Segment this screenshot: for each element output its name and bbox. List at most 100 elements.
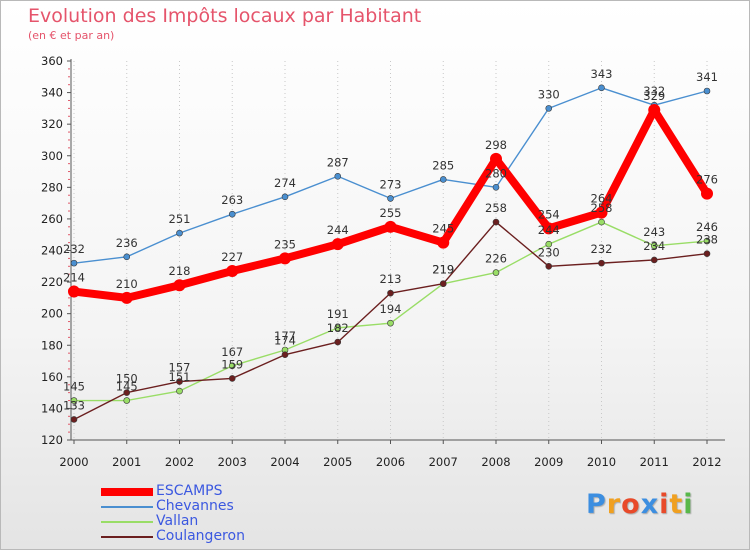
data-point-coulangeron xyxy=(123,389,131,396)
data-point-vallan xyxy=(176,387,183,395)
data-point-vallan xyxy=(123,397,131,404)
data-label-vallan: 145 xyxy=(63,380,85,394)
data-point-escamps xyxy=(437,236,450,249)
data-point-coulangeron xyxy=(228,375,236,382)
data-label-escamps: 214 xyxy=(63,271,85,285)
legend-label: Coulangeron xyxy=(156,528,245,544)
data-point-escamps xyxy=(68,285,80,298)
y-tick-label: 180 xyxy=(41,338,63,352)
x-tick-label: 2002 xyxy=(165,455,194,469)
data-point-coulangeron xyxy=(334,338,342,346)
data-label-coulangeron: 219 xyxy=(432,263,454,277)
data-label-escamps: 218 xyxy=(169,264,191,278)
data-point-coulangeron xyxy=(70,416,78,423)
data-point-vallan xyxy=(598,218,605,226)
data-point-coulangeron xyxy=(176,378,183,385)
data-point-escamps xyxy=(701,187,713,200)
data-point-escamps xyxy=(331,238,344,251)
data-point-coulangeron xyxy=(650,256,658,264)
logo-letter: t xyxy=(669,489,684,520)
axes: 1201401601802002202402602803003203403602… xyxy=(41,54,725,469)
data-label-chevannes: 280 xyxy=(485,166,507,180)
data-point-vallan xyxy=(703,237,711,245)
legend-item-escamps: ESCAMPS xyxy=(101,483,301,500)
legend-item-chevannes: Chevannes xyxy=(101,498,301,515)
data-label-vallan: 194 xyxy=(380,302,402,316)
logo-letter: i xyxy=(683,489,694,520)
data-label-coulangeron: 234 xyxy=(643,239,665,253)
data-point-escamps xyxy=(279,252,291,265)
y-tick-label: 260 xyxy=(41,212,63,226)
data-label-coulangeron: 174 xyxy=(274,334,296,348)
data-label-escamps: 210 xyxy=(116,277,138,291)
logo-letter: r xyxy=(606,489,622,520)
data-label-coulangeron: 230 xyxy=(538,245,560,259)
y-tick-label: 280 xyxy=(41,180,63,194)
data-point-escamps xyxy=(595,206,608,219)
data-label-coulangeron: 159 xyxy=(221,357,243,371)
y-tick-label: 200 xyxy=(41,307,63,321)
data-label-chevannes: 287 xyxy=(327,155,349,169)
data-label-coulangeron: 213 xyxy=(380,272,402,286)
chart-title: Evolution des Impôts locaux par Habitant xyxy=(28,5,422,27)
data-label-chevannes: 341 xyxy=(696,70,718,84)
x-tick-label: 2008 xyxy=(481,455,510,469)
legend: ESCAMPS Chevannes Vallan Coulangeron xyxy=(101,483,301,545)
x-tick-label: 2009 xyxy=(534,455,563,469)
data-point-chevannes xyxy=(228,210,236,218)
data-label-escamps: 227 xyxy=(221,250,243,264)
data-label-coulangeron: 157 xyxy=(169,361,191,375)
data-point-escamps xyxy=(648,103,661,116)
data-point-vallan xyxy=(228,362,236,370)
data-label-vallan: 258 xyxy=(591,201,613,215)
data-point-chevannes xyxy=(70,259,78,267)
data-point-chevannes xyxy=(334,172,342,180)
data-point-vallan xyxy=(70,397,78,404)
data-point-escamps xyxy=(384,220,397,233)
y-tick-label: 160 xyxy=(41,370,63,384)
data-label-escamps: 244 xyxy=(327,223,349,237)
data-label-escamps: 298 xyxy=(485,138,507,152)
y-tick-label: 240 xyxy=(41,244,63,258)
legend-swatch xyxy=(101,506,153,508)
x-tick-label: 2010 xyxy=(587,455,616,469)
data-label-escamps: 264 xyxy=(591,192,613,206)
data-label-escamps: 235 xyxy=(274,237,296,251)
data-point-vallan xyxy=(650,242,658,250)
data-point-coulangeron xyxy=(598,259,605,267)
logo-letter: P xyxy=(586,489,607,520)
data-label-chevannes: 343 xyxy=(591,67,613,81)
data-label-vallan: 177 xyxy=(274,329,296,343)
legend-label: ESCAMPS xyxy=(156,483,223,499)
data-label-coulangeron: 150 xyxy=(116,372,138,386)
y-tick-label: 140 xyxy=(41,401,63,415)
data-label-vallan: 244 xyxy=(538,223,560,237)
x-tick-label: 2006 xyxy=(376,455,405,469)
data-point-coulangeron xyxy=(281,351,289,359)
data-labels: 232 236 251 263 274 287 273 285 280 330 343 332 341 1… xyxy=(63,67,718,413)
x-tick-label: 2003 xyxy=(218,455,247,469)
data-point-coulangeron xyxy=(439,280,447,287)
data-label-escamps: 276 xyxy=(696,173,718,187)
x-tick-label: 2012 xyxy=(692,455,721,469)
x-tick-label: 2004 xyxy=(270,455,299,469)
y-tick-label: 340 xyxy=(41,86,63,100)
legend-item-coulangeron: Coulangeron xyxy=(101,528,301,545)
y-tick-label: 220 xyxy=(41,275,63,289)
legend-item-vallan: Vallan xyxy=(101,513,301,530)
data-point-chevannes xyxy=(439,176,447,183)
data-point-coulangeron xyxy=(703,250,711,257)
x-tick-label: 2011 xyxy=(640,455,669,469)
data-point-chevannes xyxy=(176,229,183,237)
legend-swatch xyxy=(101,488,153,496)
data-label-vallan: 151 xyxy=(169,370,191,384)
data-point-chevannes xyxy=(387,195,394,202)
data-point-escamps xyxy=(490,152,502,165)
data-label-vallan: 145 xyxy=(116,380,138,394)
data-label-coulangeron: 133 xyxy=(63,398,85,412)
data-label-escamps: 254 xyxy=(538,207,560,221)
data-label-coulangeron: 238 xyxy=(696,233,718,247)
data-point-vallan xyxy=(387,319,394,327)
data-label-chevannes: 285 xyxy=(432,158,454,172)
